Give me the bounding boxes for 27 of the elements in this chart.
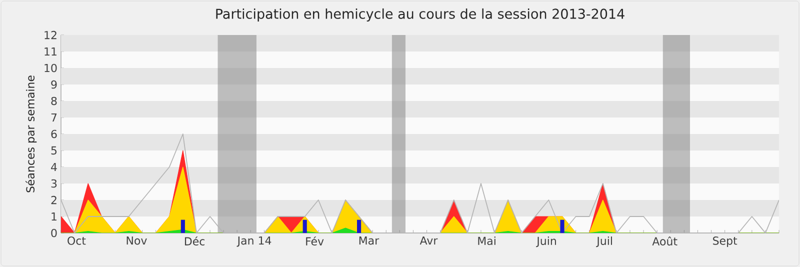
- x-tick-label: Sept: [713, 236, 738, 247]
- x-tick-label: Août: [652, 236, 678, 246]
- y-tick-label: 3: [51, 179, 57, 188]
- y-tick-label: 6: [51, 130, 57, 138]
- y-tick-label: 1: [52, 212, 56, 221]
- y-tick-label: 0: [51, 228, 57, 238]
- y-tick-label: 9: [51, 80, 57, 89]
- x-tick-label: Mar: [359, 236, 380, 245]
- x-tick-label: Jan 14: [236, 236, 272, 247]
- y-tick-label: 11: [44, 47, 56, 56]
- y-tick-label: 10: [44, 64, 57, 72]
- y-tick-label: 4: [51, 162, 57, 172]
- y-tick-label: 5: [51, 146, 57, 155]
- y-axis-title: Séances par semaine: [26, 76, 37, 192]
- x-tick-label: Juil: [596, 236, 612, 248]
- x-tick-label: Fév: [306, 236, 324, 246]
- chart-title: Participation en hemicycle au cours de la session 2013-2014: [216, 8, 624, 22]
- y-tick-label: 7: [51, 113, 57, 122]
- y-tick-label: 8: [51, 96, 57, 106]
- x-tick-label: Déc: [184, 236, 204, 246]
- x-tick-label: Nov: [126, 236, 147, 245]
- y-tick-label: 12: [44, 30, 56, 40]
- x-tick-label: Avr: [420, 236, 438, 245]
- x-tick-label: Mai: [478, 236, 496, 246]
- x-tick-label: Oct: [68, 236, 86, 245]
- y-tick-label: 2: [51, 196, 56, 204]
- x-tick-label: Juin: [536, 236, 556, 248]
